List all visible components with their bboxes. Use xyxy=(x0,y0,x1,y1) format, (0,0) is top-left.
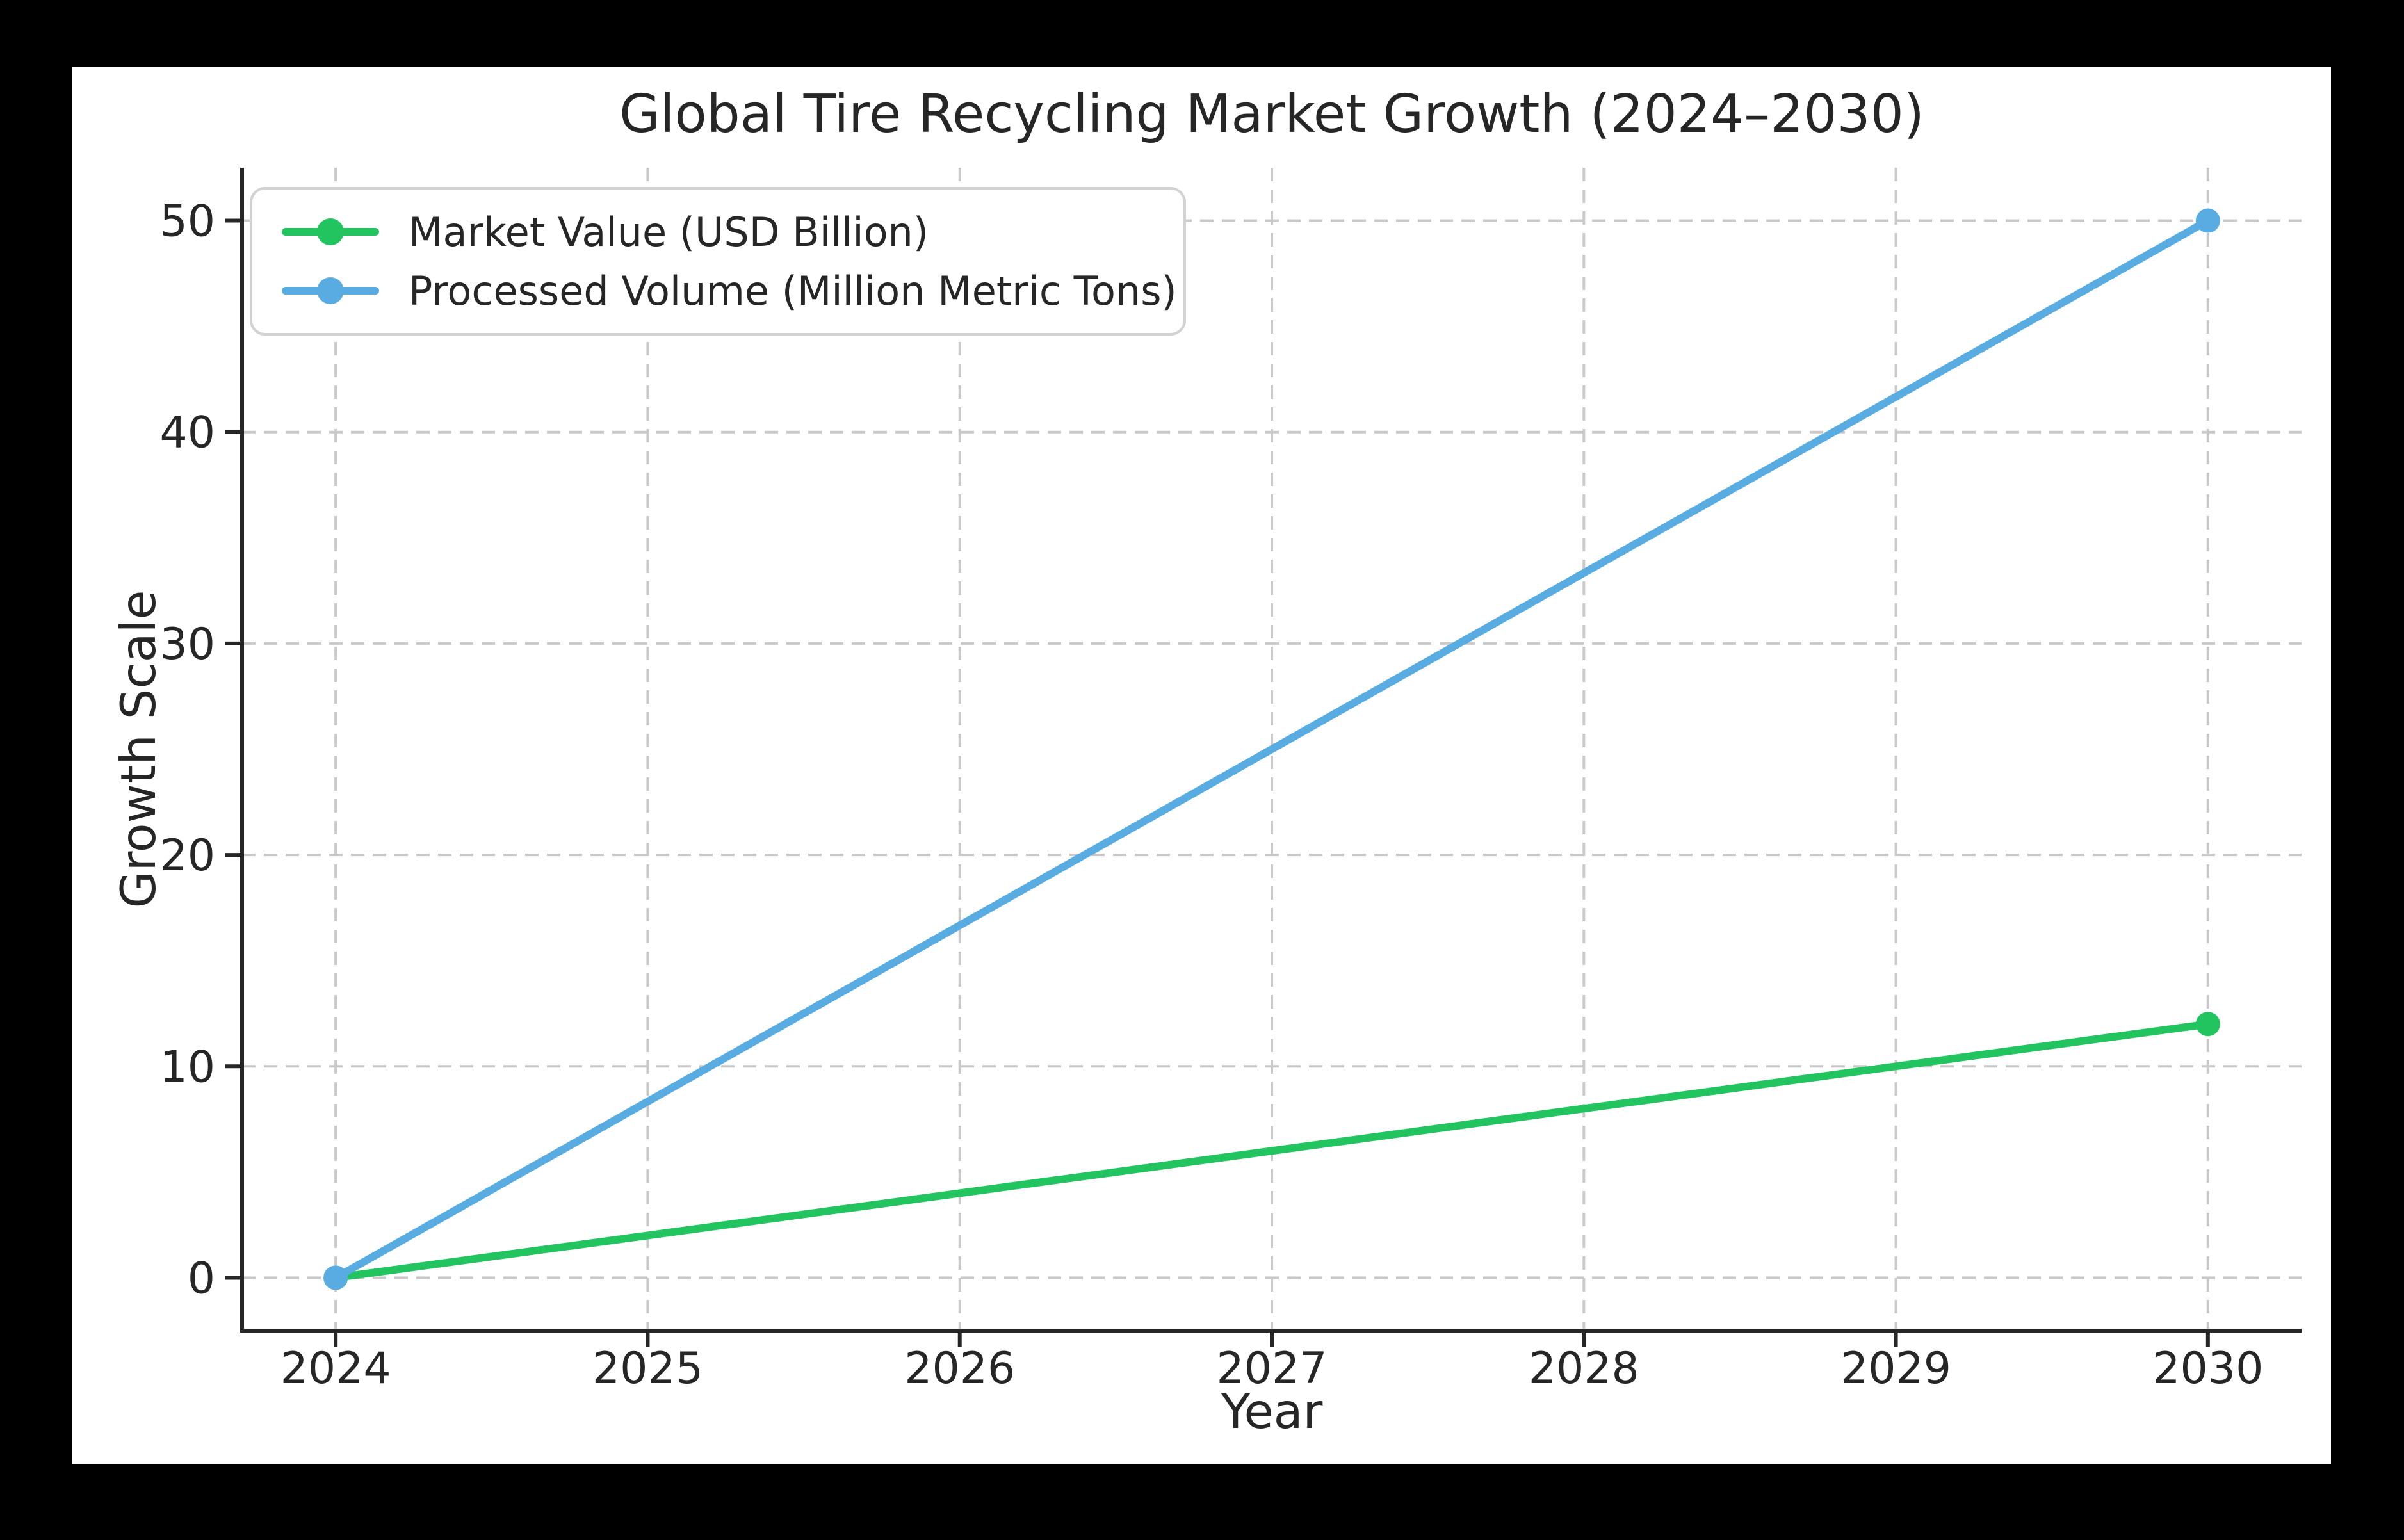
chart-title: Global Tire Recycling Market Growth (202… xyxy=(619,84,1924,145)
y-tick-label: 20 xyxy=(159,831,215,881)
legend-line-marker-icon xyxy=(282,218,379,245)
y-tick-label: 30 xyxy=(159,619,215,670)
y-tick-label: 50 xyxy=(159,197,215,247)
legend-dot-icon xyxy=(317,277,344,304)
legend-line-marker-icon xyxy=(282,277,379,304)
legend-label: Market Value (USD Billion) xyxy=(409,208,929,255)
x-tick-label: 2030 xyxy=(2152,1343,2263,1394)
x-tick-label: 2024 xyxy=(280,1343,391,1394)
legend: Market Value (USD Billion) Processed Vol… xyxy=(250,187,1186,336)
legend-item-processed-volume: Processed Volume (Million Metric Tons) xyxy=(282,263,1183,319)
x-tick-label: 2025 xyxy=(592,1343,703,1394)
series-line xyxy=(332,1020,2212,1282)
x-tick-label: 2028 xyxy=(1529,1343,1639,1394)
y-tick-label: 0 xyxy=(188,1253,215,1304)
x-tick-label: 2026 xyxy=(904,1343,1015,1394)
legend-item-market-value: Market Value (USD Billion) xyxy=(282,204,1183,260)
y-axis-label: Growth Scale xyxy=(110,590,166,909)
y-tick-label: 10 xyxy=(159,1042,215,1092)
chart-figure: 0 10 20 30 40 50 2024 2025 2026 2027 2028 2029 2030 … xyxy=(72,67,2331,1464)
x-tick-label: 2029 xyxy=(1840,1343,1951,1394)
x-axis-label: Year xyxy=(1221,1383,1323,1439)
legend-label: Processed Volume (Million Metric Tons) xyxy=(409,267,1177,314)
series-line xyxy=(332,216,2212,1282)
x-tick-label: 2027 xyxy=(1216,1343,1327,1394)
data-point-marker xyxy=(323,1265,348,1290)
data-point-marker xyxy=(2195,1012,2220,1037)
data-point-marker xyxy=(2195,208,2220,233)
legend-dot-icon xyxy=(317,218,344,245)
y-tick-label: 40 xyxy=(159,408,215,458)
